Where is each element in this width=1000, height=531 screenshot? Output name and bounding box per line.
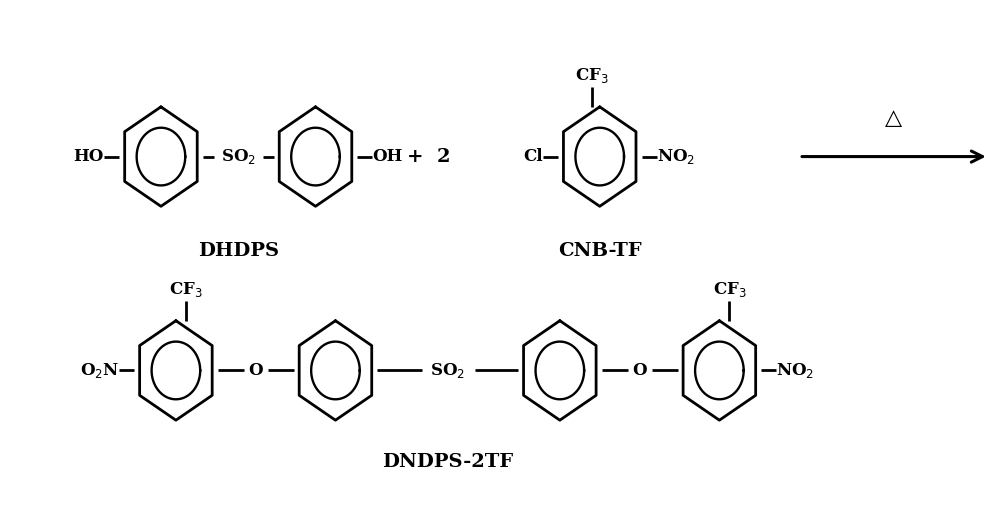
Text: DNDPS-2TF: DNDPS-2TF <box>382 453 513 471</box>
Text: △: △ <box>885 107 902 129</box>
Text: CF$_3$: CF$_3$ <box>713 280 746 299</box>
Text: DHDPS: DHDPS <box>198 242 279 260</box>
Text: Cl: Cl <box>523 148 543 165</box>
Text: O: O <box>248 362 263 379</box>
Text: NO$_2$: NO$_2$ <box>657 147 695 166</box>
Text: +  2: + 2 <box>407 148 451 166</box>
Text: HO: HO <box>74 148 104 165</box>
Text: SO$_2$: SO$_2$ <box>430 361 465 380</box>
Text: O: O <box>632 362 647 379</box>
Text: NO$_2$: NO$_2$ <box>776 361 814 380</box>
Text: CF$_3$: CF$_3$ <box>169 280 203 299</box>
Text: O$_2$N: O$_2$N <box>80 361 119 380</box>
Text: CF$_3$: CF$_3$ <box>575 66 609 85</box>
Text: OH: OH <box>372 148 403 165</box>
Text: CNB-TF: CNB-TF <box>558 242 642 260</box>
Text: SO$_2$: SO$_2$ <box>221 147 256 166</box>
